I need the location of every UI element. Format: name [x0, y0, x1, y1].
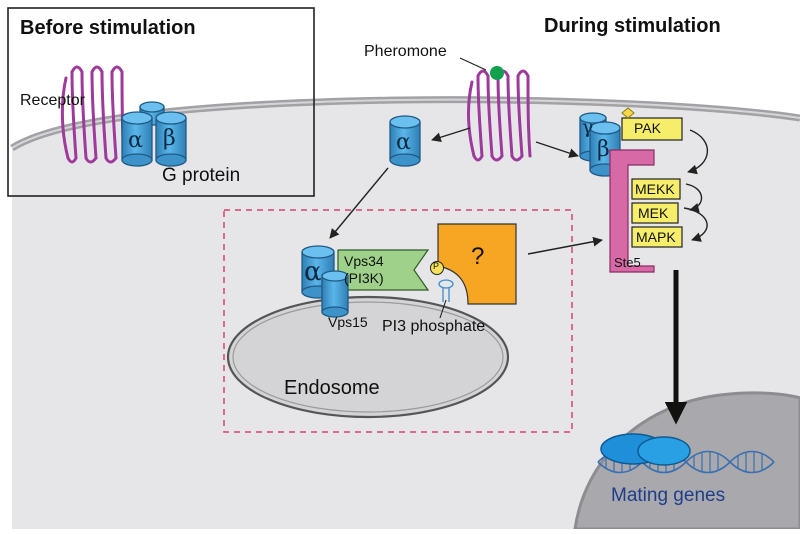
arrow-alpha-to-endosome [329, 167, 389, 239]
beta-label-before: β [163, 126, 176, 151]
mek-label: MEK [638, 205, 669, 221]
phosphate-label: P [433, 261, 440, 271]
arrow-receptor-to-betagamma [535, 141, 579, 158]
before-stimulation-title: Before stimulation [20, 17, 196, 39]
ste5-scaffold [609, 149, 655, 273]
arrow-mek-to-mapk [683, 207, 708, 242]
mek-box [631, 202, 679, 224]
mapk-label: MAPK [636, 229, 676, 245]
endosome-label: Endosome [284, 377, 380, 399]
before-stimulation-box [7, 7, 315, 197]
pi3k-label: (PI3K) [344, 270, 384, 286]
pheromone-label: Pheromone [364, 43, 447, 60]
vps15-label: Vps15 [328, 314, 368, 330]
g-alpha-free [389, 115, 421, 167]
vps34-label: Vps34 [344, 253, 384, 269]
phosphate-badge [430, 261, 444, 275]
arrow-receptor-to-alpha [431, 127, 471, 143]
pak-diamond [621, 107, 635, 119]
mating-genes-label: Mating genes [611, 485, 726, 506]
mekk-box [631, 178, 681, 200]
alpha-label-endosome: α [304, 257, 322, 287]
endosome [226, 295, 510, 419]
arrow-mekk-to-mek [685, 183, 703, 213]
endosome-region-box [223, 209, 573, 433]
question-mark-label: ? [471, 243, 485, 270]
arrow-pak-to-mekk [687, 129, 709, 175]
pi3-phosphate-label: PI3 phosphate [382, 318, 486, 335]
mekk-label: MEKK [635, 181, 675, 197]
pi3-phosphate-lipid [438, 279, 454, 319]
pak-box [621, 117, 683, 141]
mapk-box [631, 226, 683, 248]
alpha-label-free: α [396, 130, 411, 155]
alpha-label-before: α [128, 128, 143, 153]
ste5-label: Ste5 [614, 255, 641, 270]
arrow-unknown-to-ste5 [527, 236, 603, 255]
g-protein-before [121, 101, 187, 167]
transcription-factor-2 [637, 436, 691, 466]
pheromone-dot [490, 66, 504, 80]
receptor-label: Receptor [20, 92, 85, 109]
during-stimulation-title: During stimulation [544, 15, 721, 37]
beta-label-during: β [597, 137, 610, 162]
receptor-left [60, 65, 126, 164]
gamma-label: γ [582, 116, 594, 138]
vps15 [321, 270, 349, 318]
receptor-active [466, 69, 532, 162]
pak-label: PAK [634, 120, 661, 136]
g-protein-label: G protein [162, 165, 241, 186]
